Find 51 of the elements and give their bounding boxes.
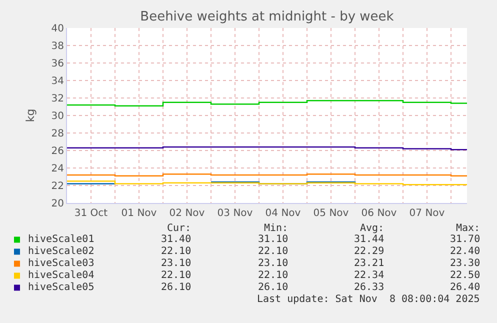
y-tick-label: 40	[51, 24, 64, 34]
text: 22.10	[258, 246, 288, 257]
y-tick-label: 26	[51, 146, 64, 157]
text: 23.30	[450, 258, 480, 269]
text: 26.40	[450, 282, 480, 293]
text: 22.34	[354, 270, 384, 281]
y-tick-label: 22	[51, 181, 64, 192]
legend-label: hiveScale04	[28, 270, 94, 281]
text: 26.10	[258, 282, 288, 293]
chart-title: Beehive weights at midnight - by week	[140, 10, 394, 25]
y-tick-label: 24	[51, 164, 64, 174]
text: 31.10	[258, 234, 288, 245]
text: 23.10	[161, 258, 192, 269]
y-axis-title: kg	[24, 108, 37, 122]
y-tick-label: 38	[51, 41, 64, 52]
text: 23.10	[258, 258, 288, 269]
text: Min:	[264, 223, 288, 234]
text: 22.50	[450, 270, 480, 281]
legend-label: hiveScale02	[28, 246, 94, 257]
x-tick-label: 01 Nov	[121, 208, 157, 219]
x-tick-label: 04 Nov	[265, 208, 301, 219]
text: 23.21	[354, 258, 384, 269]
x-tick-label: 03 Nov	[217, 208, 253, 219]
y-tick-label: 20	[51, 198, 64, 210]
text: 22.10	[258, 270, 288, 281]
y-tick-label: 34	[51, 76, 64, 87]
text: 26.10	[161, 282, 192, 293]
text: 22.10	[161, 246, 192, 257]
y-tick-label: 30	[51, 111, 64, 122]
legend-label: hiveScale01	[28, 234, 94, 245]
text: 31.40	[161, 234, 192, 245]
text: 22.10	[161, 270, 192, 281]
text: 31.44	[354, 234, 384, 245]
y-tick-label: 36	[51, 58, 64, 70]
text: 31.70	[450, 234, 480, 245]
text: Max:	[456, 223, 480, 234]
y-tick-label: 32	[51, 94, 64, 104]
x-tick-label: 07 Nov	[409, 208, 445, 219]
text: 22.29	[354, 246, 384, 257]
text: 26.33	[354, 282, 384, 293]
text: Cur:	[167, 223, 192, 234]
text: Last update: Sat Nov 8 08:00:04 2025	[257, 294, 480, 305]
y-tick-label: 28	[51, 128, 64, 140]
legend-label: hiveScale03	[28, 258, 94, 269]
x-tick-label: 06 Nov	[361, 208, 397, 219]
text: Avg:	[360, 223, 384, 234]
legend-label: hiveScale05	[28, 282, 94, 293]
text: 22.40	[450, 246, 480, 257]
x-tick-label: 02 Nov	[169, 208, 205, 219]
x-tick-label: 05 Nov	[313, 208, 349, 219]
x-tick-label: 31 Oct	[74, 208, 108, 219]
